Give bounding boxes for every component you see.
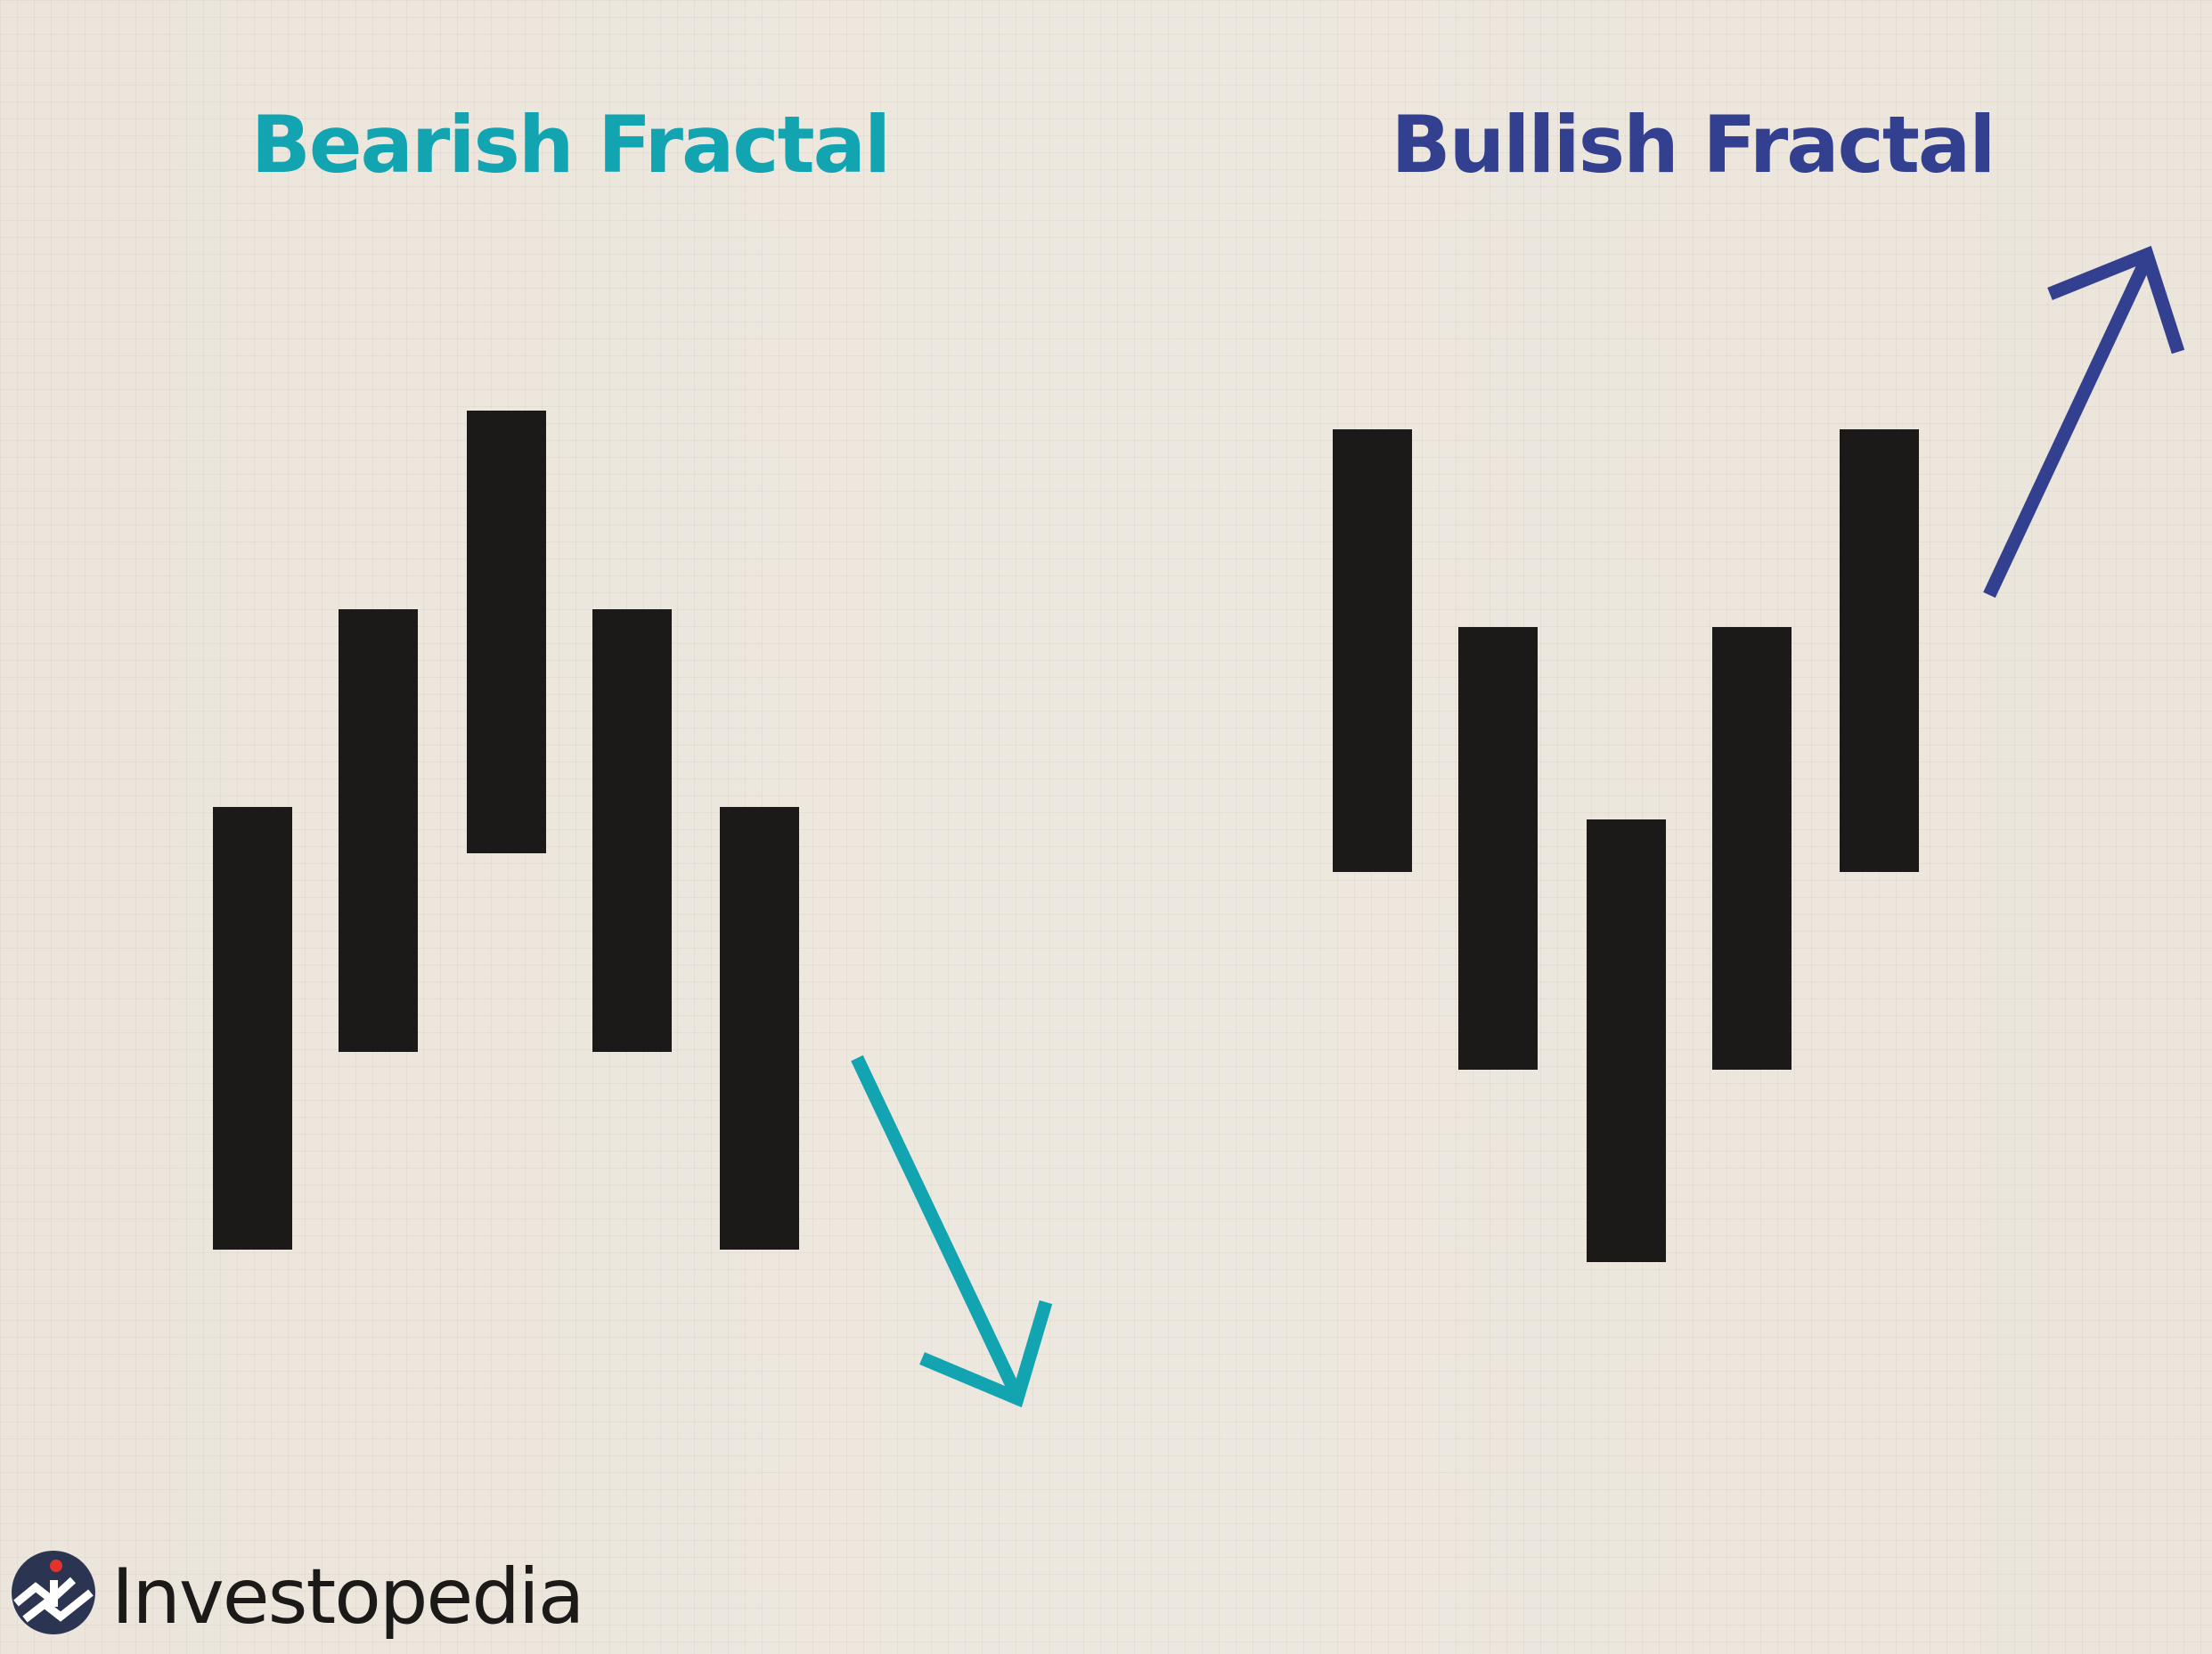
bullish-up-arrow-icon <box>1983 246 2185 599</box>
investopedia-logo[interactable]: Investopedia <box>9 1548 615 1646</box>
bearish-down-arrow-icon <box>851 1055 1053 1408</box>
bullish-bar-4 <box>1712 627 1792 1070</box>
bearish-bar-2 <box>339 609 418 1052</box>
bullish-fractal-group <box>1333 246 2185 1262</box>
investopedia-wordmark: Investopedia <box>111 1552 584 1642</box>
bullish-fractal-title: Bullish Fractal <box>1391 99 1996 191</box>
investopedia-logo-icon <box>12 1551 95 1634</box>
bullish-bar-5 <box>1840 429 1919 872</box>
bearish-bar-1 <box>213 807 292 1250</box>
bearish-fractal-group <box>213 411 1053 1408</box>
bullish-bar-1 <box>1333 429 1412 872</box>
bearish-fractal-title: Bearish Fractal <box>250 99 891 191</box>
bullish-bar-2 <box>1458 627 1538 1070</box>
bearish-bar-5 <box>720 807 799 1250</box>
bullish-bar-3 <box>1587 819 1666 1262</box>
bearish-bar-4 <box>592 609 672 1052</box>
bearish-bar-3 <box>467 411 546 853</box>
